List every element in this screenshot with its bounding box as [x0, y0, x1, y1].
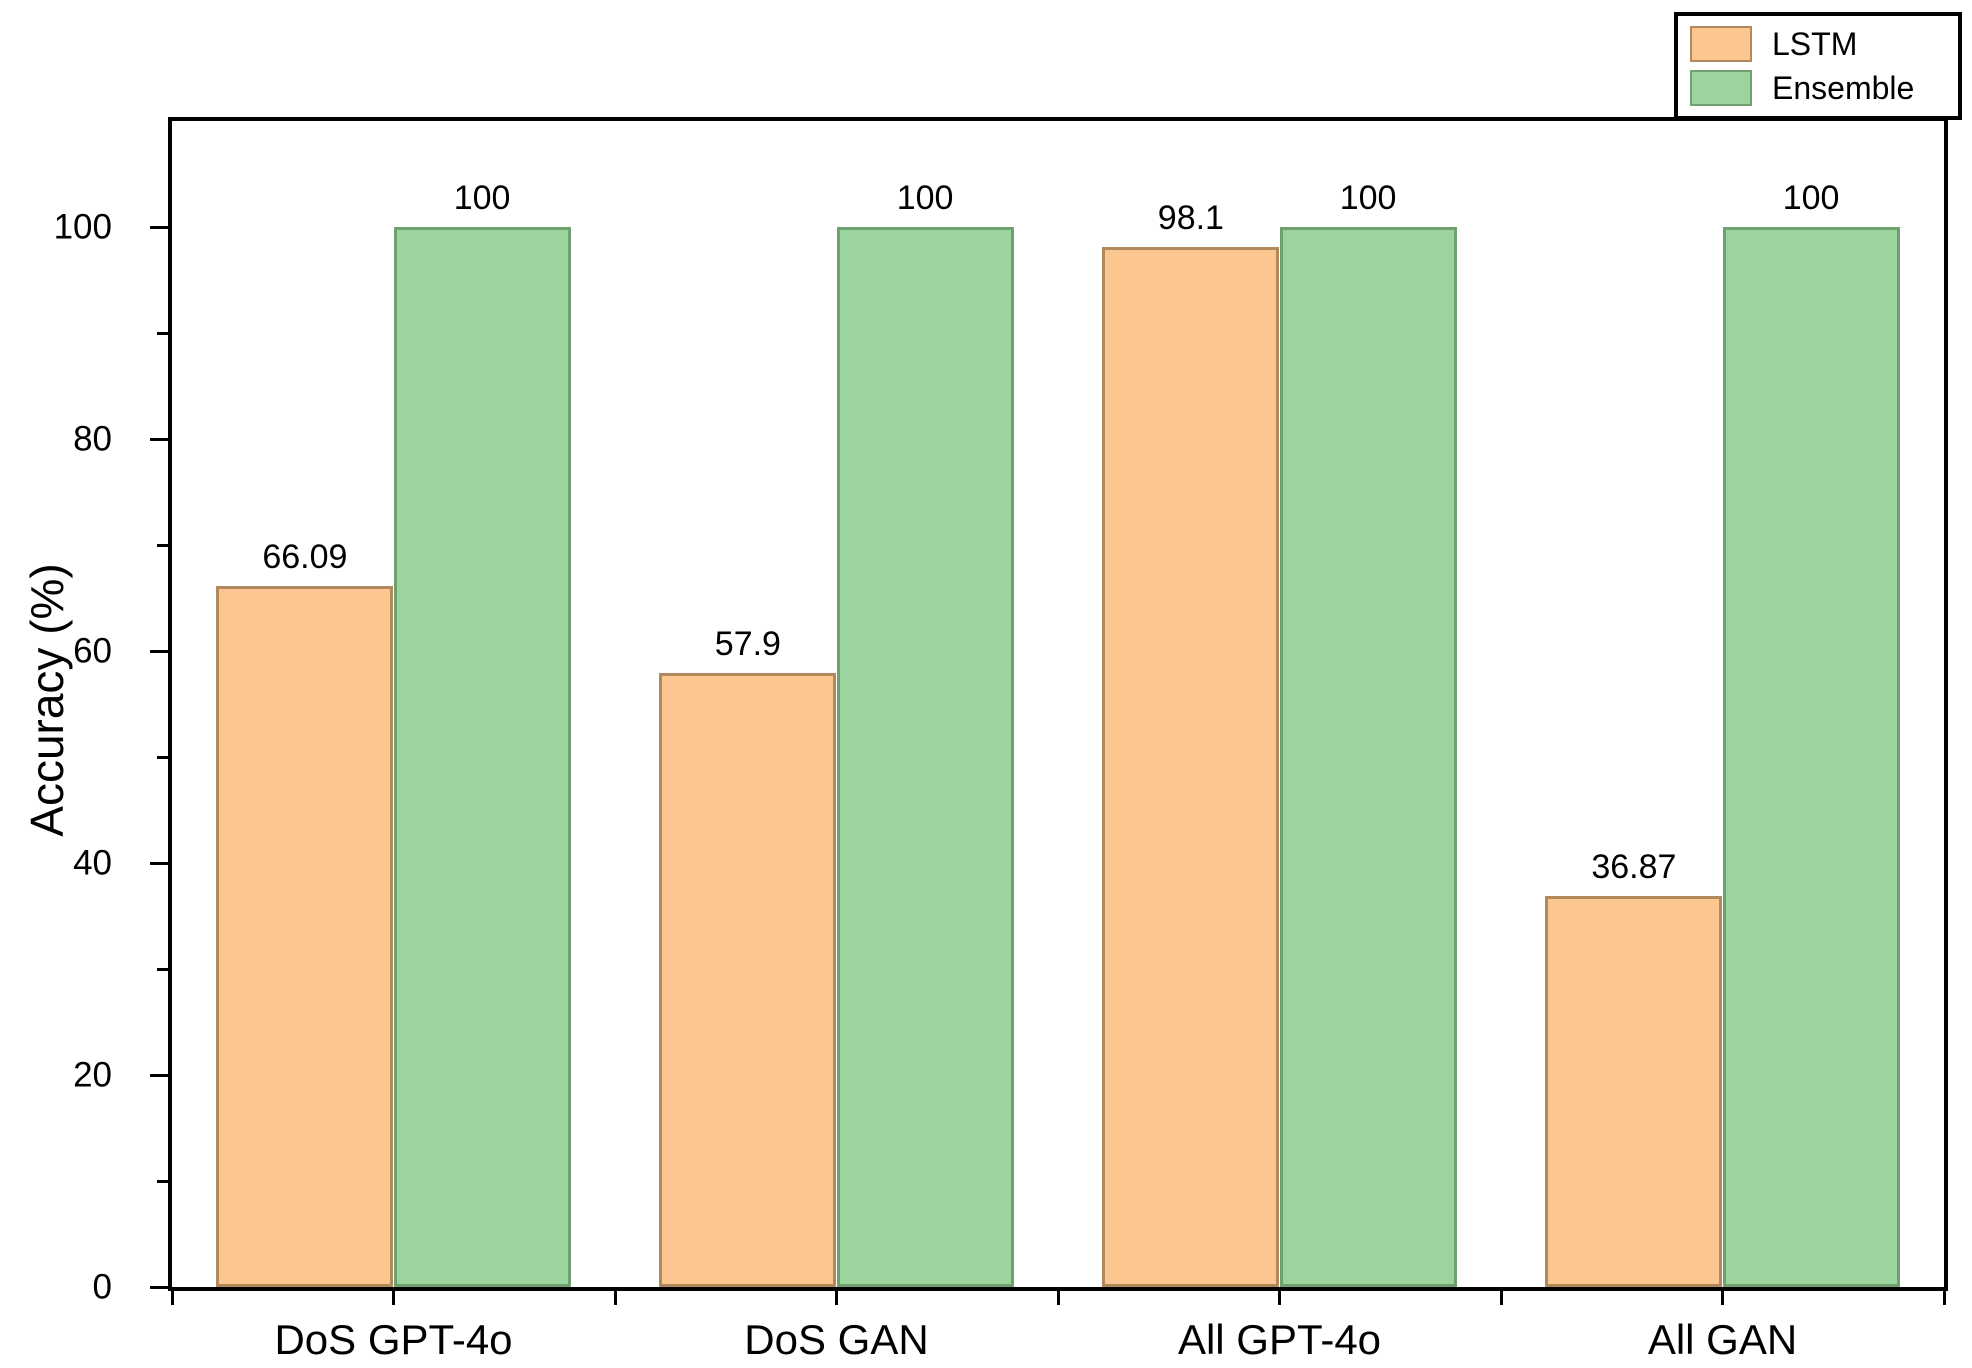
legend-item-lstm: LSTM [1690, 22, 1950, 66]
plot-area: 66.09 57.9 98.1 36.87 100 100 100 100 0 20 40 60 80 1… [54, 117, 1948, 1363]
bar-ensemble-all-gpt-4o [1279, 227, 1457, 1287]
legend-label-lstm: LSTM [1772, 26, 1858, 62]
bar-lstm-dos-gan [659, 673, 837, 1287]
y-axis-major-tick [150, 437, 168, 441]
x-axis-category-tick [392, 1287, 395, 1305]
y-axis-major-tick [150, 1073, 168, 1077]
bar-value-label: 66.09 [262, 538, 348, 577]
x-axis-category-label-dos-gan: DoS GAN [744, 1316, 929, 1363]
x-axis-category-label-dos-gpt-4o: DoS GPT-4o [274, 1316, 513, 1363]
x-axis-boundary-tick [1942, 1287, 1946, 1305]
legend: LSTM Ensemble [1674, 12, 1962, 120]
legend-swatch-ensemble-icon [1690, 70, 1752, 106]
y-axis-major-tick [150, 861, 168, 865]
x-axis-boundary-tick [1056, 1287, 1060, 1305]
y-axis-tick-label: 20 [73, 1055, 112, 1095]
bar-value-label: 57.9 [714, 625, 781, 664]
y-axis-major-tick [150, 649, 168, 653]
bar-ensemble-all-gan [1722, 227, 1900, 1287]
bar-value-label: 100 [1339, 179, 1397, 217]
x-axis-boundary-tick [1499, 1287, 1503, 1305]
x-axis-category-label-all-gan: All GAN [1647, 1316, 1798, 1363]
legend-label-ensemble: Ensemble [1772, 70, 1915, 106]
y-axis-tick-label: 40 [73, 843, 112, 883]
legend-swatch-lstm-icon [1690, 26, 1752, 62]
y-axis-minor-tick [157, 755, 168, 759]
y-axis-tick-label: 80 [73, 419, 112, 459]
bar-value-label: 36.87 [1591, 848, 1677, 887]
y-axis-minor-tick [157, 967, 168, 971]
x-axis-category-tick [835, 1287, 838, 1305]
x-axis-category-tick [1721, 1287, 1724, 1305]
bar-value-label: 100 [1782, 179, 1840, 217]
y-axis-tick-label: 60 [73, 631, 112, 671]
bar-value-label: 98.1 [1157, 199, 1224, 238]
y-axis-tick-label: 100 [53, 207, 112, 247]
bar-lstm-all-gan [1545, 896, 1723, 1287]
bar-value-label: 100 [896, 179, 954, 217]
y-axis-major-tick [150, 1285, 168, 1289]
y-axis-tick-label: 0 [92, 1267, 112, 1307]
y-axis-minor-tick [157, 331, 168, 335]
bar-ensemble-dos-gpt-4o [393, 227, 571, 1287]
y-axis-minor-tick [157, 543, 168, 547]
bar-value-label: 100 [453, 179, 511, 217]
x-axis-category-label-all-gpt-4o: All GPT-4o [1177, 1316, 1382, 1363]
x-axis-boundary-tick [613, 1287, 617, 1305]
y-axis-major-tick [150, 225, 168, 229]
bar-lstm-dos-gpt-4o [216, 586, 394, 1287]
y-axis-minor-tick [157, 1179, 168, 1183]
y-axis-title: Accuracy (%) [21, 563, 73, 837]
bar-lstm-all-gpt-4o [1102, 247, 1280, 1287]
bar-ensemble-dos-gan [836, 227, 1014, 1287]
x-axis-boundary-tick [170, 1287, 174, 1305]
x-axis-category-tick [1278, 1287, 1281, 1305]
legend-item-ensemble: Ensemble [1690, 66, 1950, 110]
